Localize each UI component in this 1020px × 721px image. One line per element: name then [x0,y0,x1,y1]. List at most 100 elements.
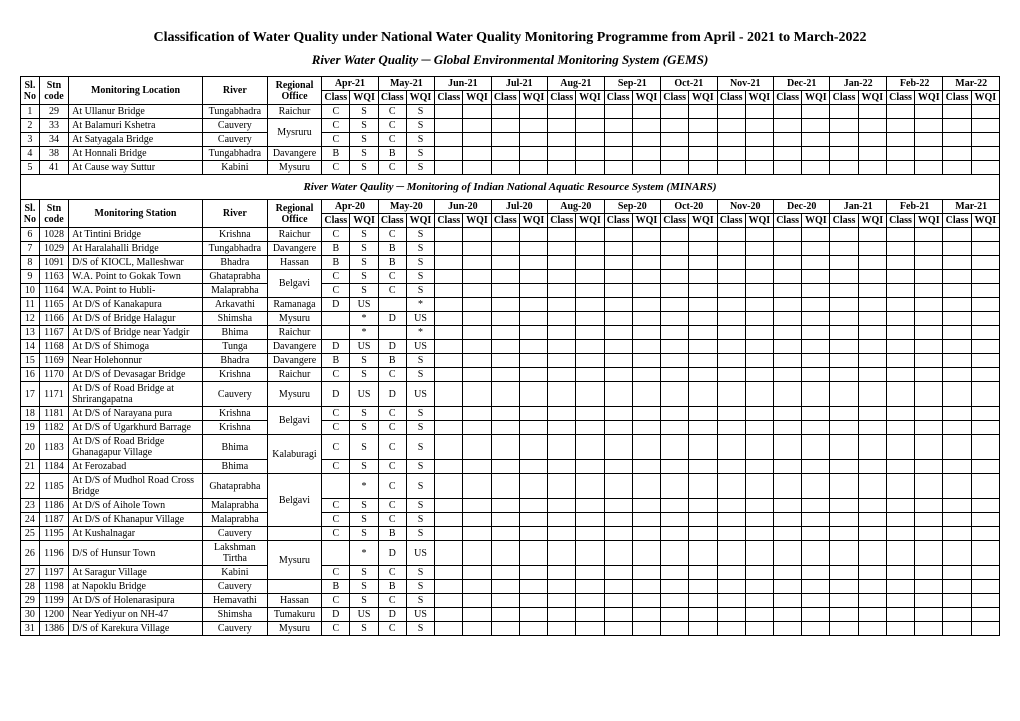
cell-wqi [802,119,830,133]
cell-wqi [858,421,886,435]
cell-class [604,382,632,407]
cell-wqi [576,312,604,326]
hdr-class: Class [378,91,406,105]
cell-class [773,147,801,161]
hdr-wqi: WQI [689,91,717,105]
cell-class [717,566,745,580]
cell-wqi [689,608,717,622]
cell-class [773,270,801,284]
cell-wqi [576,326,604,340]
cell-class [491,298,519,312]
cell-class [548,541,576,566]
cell-wqi [915,340,943,354]
cell-class [548,147,576,161]
cell-wqi [576,354,604,368]
cell-class [435,312,463,326]
cell-class [604,312,632,326]
table-row: 129At Ullanur BridgeTungabhadraRaichurCS… [21,105,1000,119]
cell-class [773,622,801,636]
cell-wqi [802,340,830,354]
cell-class [717,421,745,435]
cell-class: D [322,608,350,622]
cell-class [661,284,689,298]
cell-class [548,133,576,147]
cell-river: Krishna [202,228,267,242]
cell-class [943,298,971,312]
cell-wqi [858,541,886,566]
cell-class [886,622,914,636]
cell-wqi [915,284,943,298]
cell-wqi [915,368,943,382]
cell-class [604,119,632,133]
cell-class [322,541,350,566]
cell-stn: 1163 [39,270,68,284]
cell-wqi [745,105,773,119]
cell-wqi [971,499,999,513]
cell-wqi: S [350,513,378,527]
cell-stn: 33 [39,119,68,133]
cell-class [886,460,914,474]
cell-wqi: US [406,382,434,407]
cell-wqi [915,421,943,435]
table-row: 171171At D/S of Road Bridge at Shriranga… [21,382,1000,407]
cell-wqi: S [350,147,378,161]
cell-class [435,435,463,460]
cell-wqi [689,594,717,608]
cell-wqi [971,270,999,284]
hdr-wqi: WQI [406,214,434,228]
cell-wqi [519,421,547,435]
cell-wqi [632,541,660,566]
cell-wqi [745,270,773,284]
hdr-month: May-21 [378,77,434,91]
cell-class [435,474,463,499]
cell-class [717,161,745,175]
cell-wqi [519,474,547,499]
cell-wqi [576,340,604,354]
cell-sl: 26 [21,541,40,566]
cell-wqi: S [406,460,434,474]
cell-class [717,242,745,256]
cell-class [886,326,914,340]
cell-class [435,513,463,527]
cell-class [773,421,801,435]
hdr-month: Oct-21 [661,77,717,91]
cell-class [943,105,971,119]
cell-sl: 6 [21,228,40,242]
hdr-wqi: WQI [406,91,434,105]
cell-wqi [576,161,604,175]
cell-class [661,147,689,161]
cell-wqi [463,566,491,580]
cell-river: Tungabhadra [202,147,267,161]
cell-wqi [689,242,717,256]
cell-wqi [463,622,491,636]
cell-location: Near Holehonnur [69,354,203,368]
cell-wqi [802,256,830,270]
hdr-sl: Sl. No [21,77,40,105]
cell-wqi [971,284,999,298]
cell-wqi [519,407,547,421]
cell-wqi [463,147,491,161]
cell-wqi [745,228,773,242]
cell-class [830,133,858,147]
cell-class [491,382,519,407]
cell-class [491,256,519,270]
table-row: 233At Balamuri KshetraCauveryMysruruCSCS [21,119,1000,133]
cell-stn: 1185 [39,474,68,499]
cell-sl: 16 [21,368,40,382]
cell-class [886,228,914,242]
cell-wqi [689,382,717,407]
cell-class [604,608,632,622]
cell-wqi [802,242,830,256]
cell-class [604,580,632,594]
cell-class [435,298,463,312]
cell-class [717,228,745,242]
cell-class [661,513,689,527]
cell-wqi: S [406,256,434,270]
cell-stn: 29 [39,105,68,119]
cell-wqi [971,594,999,608]
cell-wqi [915,594,943,608]
cell-class [548,119,576,133]
cell-river: Tunga [202,340,267,354]
cell-class [491,105,519,119]
cell-class: B [378,580,406,594]
